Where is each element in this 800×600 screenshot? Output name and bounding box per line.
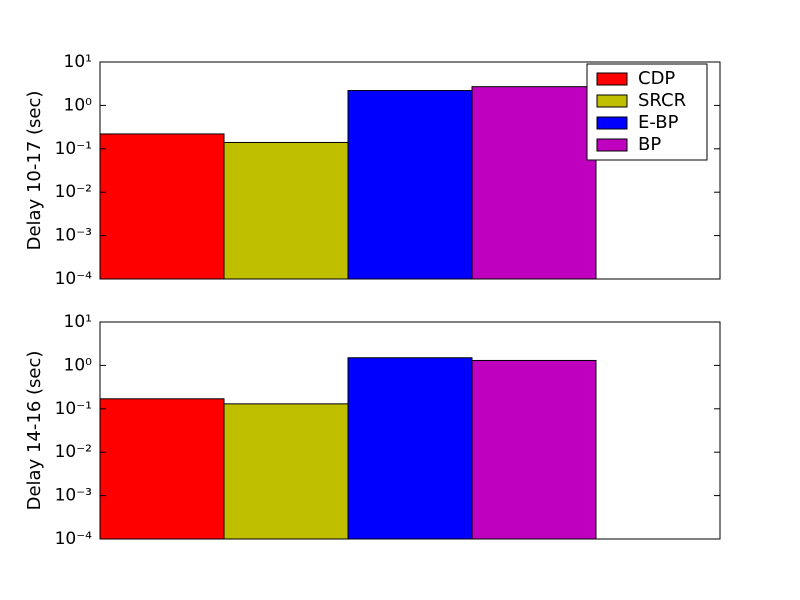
legend-label: BP: [638, 134, 661, 155]
y-tick-label: 10⁻⁴: [55, 529, 93, 549]
bar: [99, 133, 225, 280]
y-tick-label: 10¹: [64, 312, 92, 332]
y-tick-label: 10⁻³: [55, 486, 92, 506]
y-tick-label: 10⁻¹: [55, 139, 92, 159]
legend-swatch: [596, 72, 628, 86]
legend-swatch: [596, 94, 628, 108]
bar: [471, 86, 597, 280]
y-tick-label: 10⁻⁴: [55, 269, 93, 289]
y-tick-label: 10⁻¹: [55, 399, 92, 419]
legend-swatch: [596, 116, 628, 130]
y-tick-label: 10¹: [64, 52, 92, 72]
bar: [99, 398, 225, 540]
y-axis-label: Delay 10-17 (sec): [24, 91, 45, 251]
legend-label: CDP: [638, 68, 675, 89]
bar: [347, 357, 473, 540]
plot-frame: [99, 61, 721, 280]
bar: [223, 141, 349, 280]
legend-label: E-BP: [638, 112, 679, 133]
bar: [223, 403, 349, 540]
y-tick-label: 10⁻²: [55, 182, 92, 202]
y-tick-label: 10⁻³: [55, 226, 92, 246]
y-tick-label: 10⁰: [64, 355, 93, 375]
legend-label: SRCR: [638, 90, 686, 111]
y-axis-label: Delay 14-16 (sec): [24, 351, 45, 511]
bar: [471, 359, 597, 540]
y-tick-label: 10⁻²: [55, 442, 92, 462]
y-tick-label: 10⁰: [64, 95, 93, 115]
plot-frame: [99, 321, 721, 540]
bar: [347, 90, 473, 280]
legend-swatch: [596, 138, 628, 152]
